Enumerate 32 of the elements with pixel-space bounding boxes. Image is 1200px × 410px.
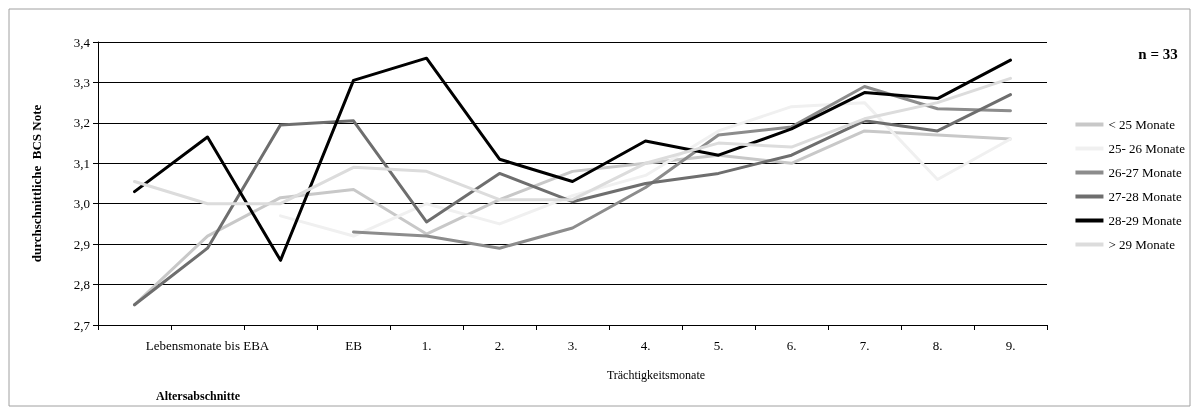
text: Trächtigkeitsmonate: [606, 368, 706, 382]
y-tick-label: 3,2: [73, 115, 90, 131]
y-tick-label: 2,9: [73, 236, 90, 252]
y-tick-label: 3,3: [73, 74, 90, 90]
y-axis-title: durchschnittliche BCS Note: [29, 104, 44, 263]
line-series: [133, 76, 1012, 206]
y-tick-label: 3,4: [73, 34, 91, 50]
x-tick-label: Lebensmonate bis EBA: [145, 338, 270, 353]
x-tick-label: 9.: [1005, 338, 1016, 353]
x-tick-label: 3.: [567, 338, 578, 353]
x-axis-title: Altersabschnitte: [156, 389, 241, 403]
y-tick-label: 3,0: [73, 196, 90, 212]
x-tick-label: 2.: [494, 338, 505, 353]
x-tick-label: EB: [345, 338, 363, 353]
legend-label: 25- 26 Monate: [1108, 141, 1186, 156]
legend-label: 28-29 Monate: [1108, 213, 1182, 228]
y-tick-label: 2,8: [73, 277, 90, 293]
text: n = 33: [1138, 46, 1178, 62]
line-series: [352, 84, 1012, 250]
x-tick-label: 4.: [640, 338, 651, 353]
legend-label: < 25 Monate: [1108, 117, 1176, 132]
legend-label: 26-27 Monate: [1108, 165, 1182, 180]
x-tick-label: 5.: [713, 338, 724, 353]
x-tick-label: 8.: [932, 338, 943, 353]
x-tick-label: 6.: [786, 338, 797, 353]
x-tick-label: 7.: [859, 338, 870, 353]
legend-label: 27-28 Monate: [1108, 189, 1182, 204]
legend-label: > 29 Monate: [1108, 237, 1176, 252]
line-series: [133, 93, 1012, 307]
x-tick-label: 1.: [421, 338, 432, 353]
y-tick-label: 3,1: [73, 155, 90, 171]
y-tick-label: 2,7: [73, 317, 91, 333]
